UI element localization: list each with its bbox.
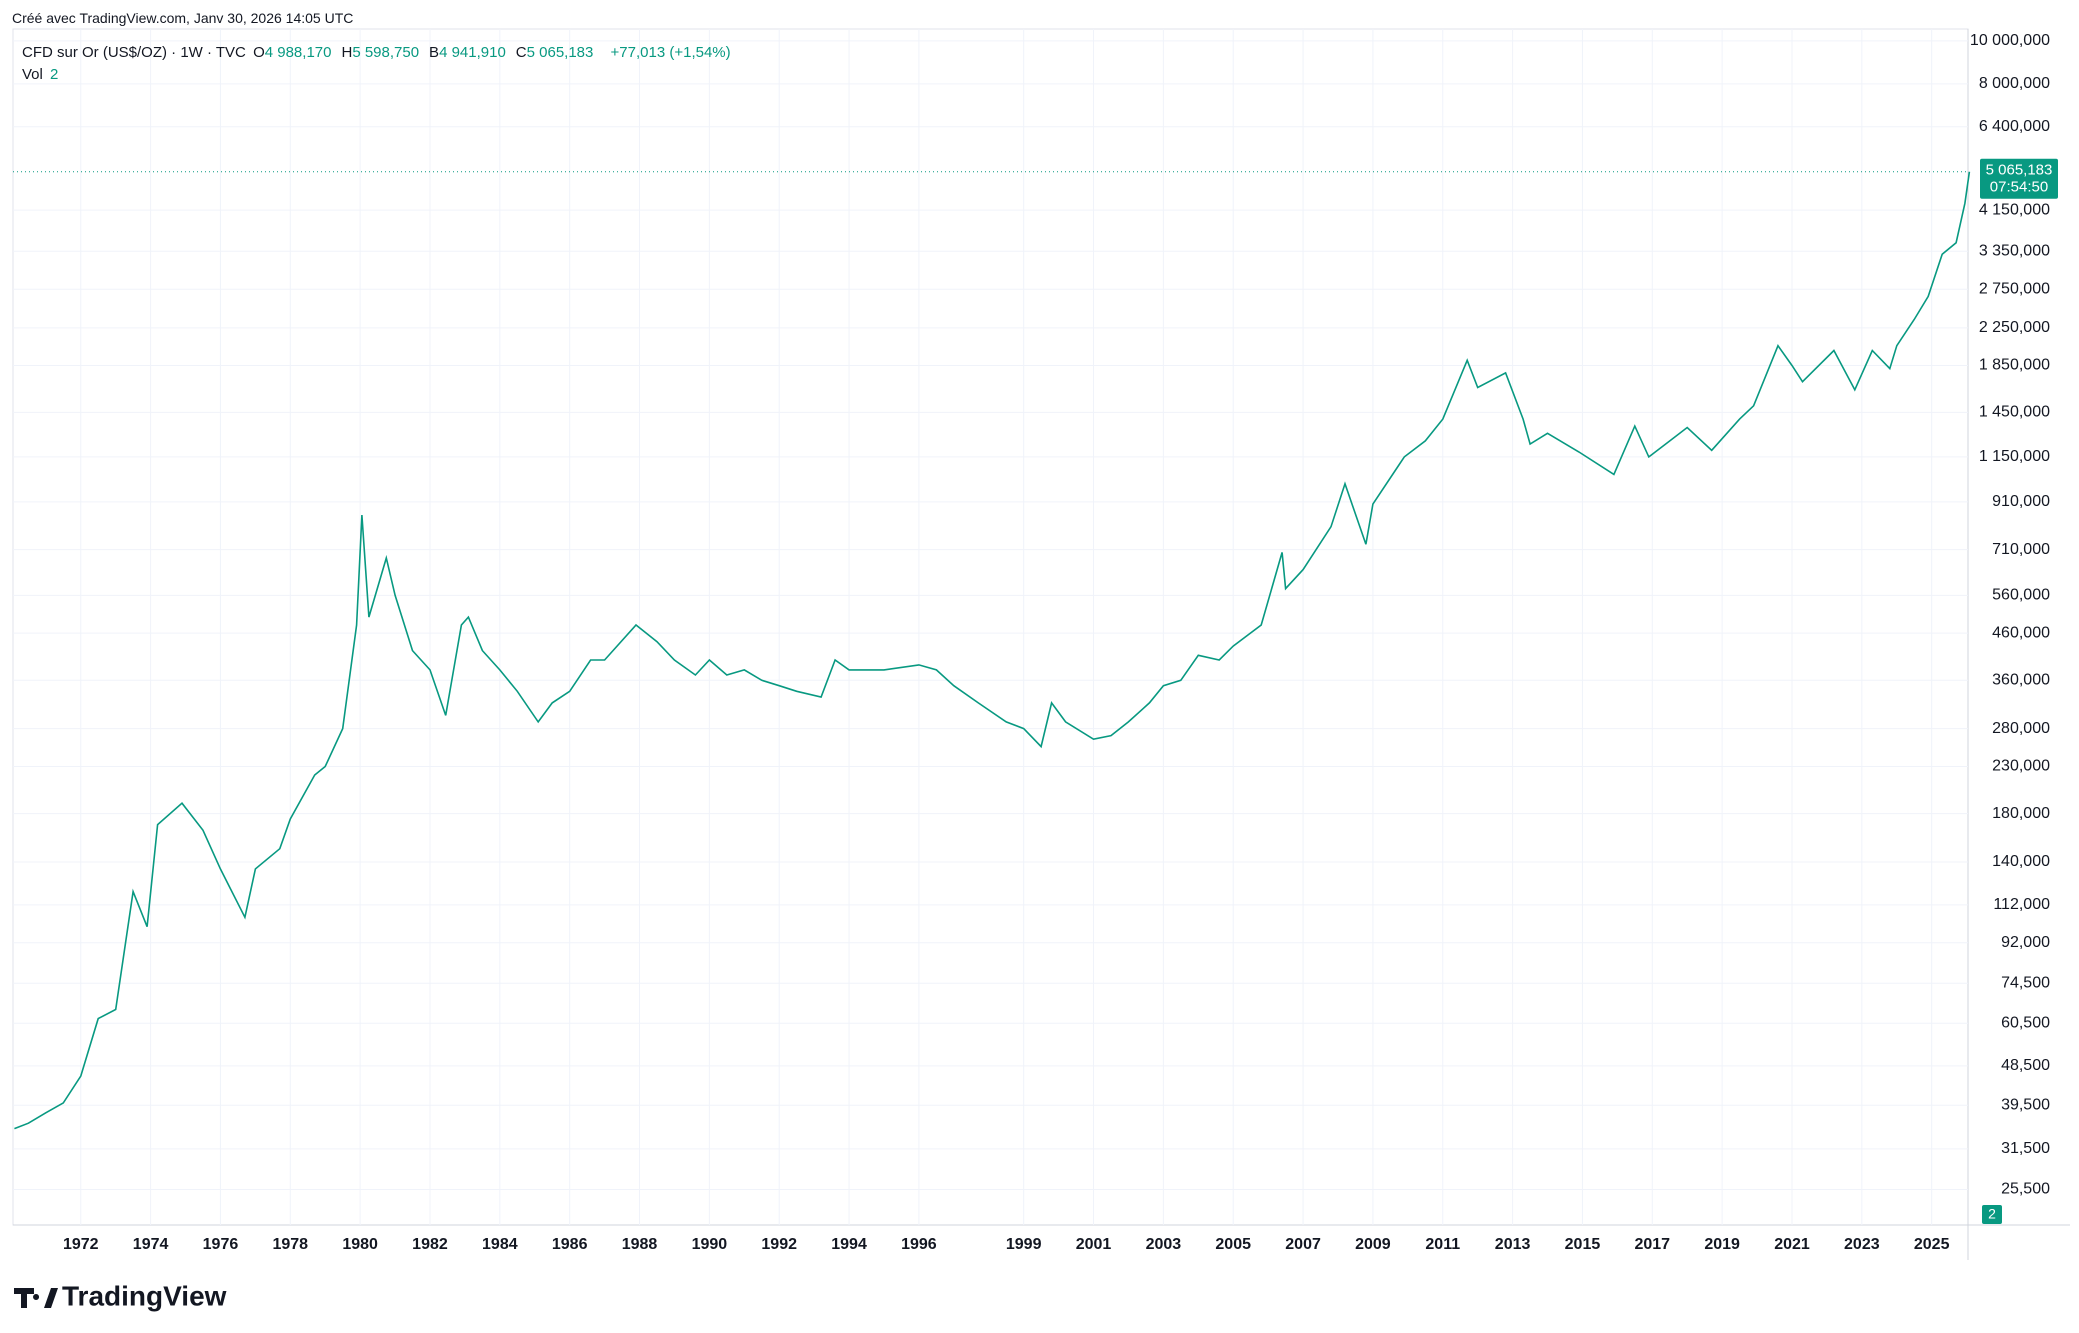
price-line (14, 171, 1971, 1130)
x-tick-label: 1996 (901, 1236, 937, 1253)
x-tick-label: 2011 (1425, 1236, 1460, 1253)
countdown: 07:54:50 (1990, 179, 2048, 196)
y-tick-label: 74,500 (2001, 974, 2050, 991)
x-tick-label: 2017 (1634, 1236, 1670, 1253)
y-tick-label: 48,500 (2001, 1057, 2050, 1074)
x-tick-label: 1978 (272, 1236, 308, 1253)
x-tick-label: 1982 (412, 1236, 448, 1253)
y-tick-label: 1 850,000 (1979, 357, 2050, 374)
x-tick-label: 2001 (1076, 1236, 1112, 1253)
ohlc-value: 5 598,750 (352, 44, 420, 61)
last-price-box (1980, 158, 2058, 199)
y-tick-label: 92,000 (2001, 934, 2050, 951)
x-tick-label: 1994 (831, 1236, 867, 1253)
x-tick-label: 1999 (1006, 1236, 1042, 1253)
y-tick-label: 4 150,000 (1979, 201, 2050, 218)
volume-label: Vol (22, 66, 43, 83)
x-tick-label: 1992 (761, 1236, 797, 1253)
symbol: CFD sur Or (US$/OZ) · 1W · TVC (22, 44, 246, 61)
x-tick-label: 1984 (482, 1236, 518, 1253)
x-tick-label: 1974 (133, 1236, 169, 1253)
ohlc: O4 988,170 H5 598,750 B4 941,910 C5 065,183 (253, 44, 603, 61)
ohlc-key: O (253, 44, 265, 61)
ohlc-key: B (429, 44, 440, 61)
y-tick-label: 31,500 (2001, 1140, 2050, 1157)
ohlc-key: C (515, 44, 527, 61)
volume-badge-box (1982, 1205, 2002, 1224)
logo-text: TradingView (62, 1280, 227, 1311)
volume-badge: 2 (1988, 1206, 1996, 1222)
y-tick-label: 25,500 (2001, 1181, 2050, 1198)
y-tick-label: 6 400,000 (1979, 118, 2050, 135)
x-tick-label: 2013 (1495, 1236, 1531, 1253)
y-tick-label: 10 000,000 (1970, 32, 2050, 49)
x-tick-label: 1986 (552, 1236, 588, 1253)
x-tick-label: 2005 (1215, 1236, 1251, 1253)
y-tick-label: 230,000 (1992, 758, 2050, 775)
y-tick-label: 280,000 (1992, 720, 2050, 737)
y-tick-label: 360,000 (1992, 672, 2050, 689)
x-tick-label: 2019 (1704, 1236, 1740, 1253)
x-tick-label: 1988 (622, 1236, 658, 1253)
x-tick-label: 2023 (1844, 1236, 1880, 1253)
ohlc-value: 5 065,183 (526, 44, 594, 61)
volume-legend: Vol 2 (22, 66, 61, 83)
y-tick-label: 1 450,000 (1979, 404, 2050, 421)
x-tick-label: 1976 (203, 1236, 239, 1253)
y-tick-label: 910,000 (1992, 493, 2050, 510)
x-tick-label: 1972 (63, 1236, 99, 1253)
ohlc-key: H (341, 44, 353, 61)
x-tick-label: 2009 (1355, 1236, 1391, 1253)
y-tick-label: 2 750,000 (1979, 280, 2050, 297)
logo-icon (14, 1288, 58, 1308)
y-tick-label: 39,500 (2001, 1097, 2050, 1114)
ohlc-value: 4 941,910 (439, 44, 506, 61)
x-tick-label: 1990 (692, 1236, 728, 1253)
y-tick-label: 60,500 (2001, 1015, 2050, 1032)
y-tick-label: 460,000 (1992, 624, 2050, 641)
volume-value: 2 (50, 66, 59, 83)
y-tick-label: 140,000 (1992, 853, 2050, 870)
y-tick-label: 3 350,000 (1979, 242, 2050, 259)
change: +77,013 (+1,54%) (610, 44, 731, 61)
x-tick-label: 2007 (1285, 1236, 1321, 1253)
created-note: Créé avec TradingView.com, Janv 30, 2026… (12, 10, 354, 26)
x-tick-label: 2025 (1914, 1236, 1950, 1253)
legend: CFD sur Or (US$/OZ) · 1W · TVC O4 988,17… (22, 44, 734, 61)
y-tick-label: 710,000 (1992, 541, 2050, 558)
y-tick-label: 1 150,000 (1979, 448, 2050, 465)
y-tick-label: 8 000,000 (1979, 75, 2050, 92)
x-tick-label: 1980 (342, 1236, 378, 1253)
y-tick-label: 2 250,000 (1979, 319, 2050, 336)
ohlc-value: 4 988,170 (264, 44, 332, 61)
logo: TradingView (14, 1280, 227, 1311)
plot-frame (12, 28, 1969, 1226)
last-price-label: 5 065,183 (1986, 162, 2053, 179)
y-tick-label: 180,000 (1992, 805, 2050, 822)
x-tick-label: 2003 (1146, 1236, 1182, 1253)
x-tick-label: 2015 (1565, 1236, 1601, 1253)
y-tick-label: 112,000 (1993, 896, 2050, 913)
y-tick-label: 560,000 (1992, 587, 2050, 604)
x-tick-label: 2021 (1774, 1236, 1810, 1253)
